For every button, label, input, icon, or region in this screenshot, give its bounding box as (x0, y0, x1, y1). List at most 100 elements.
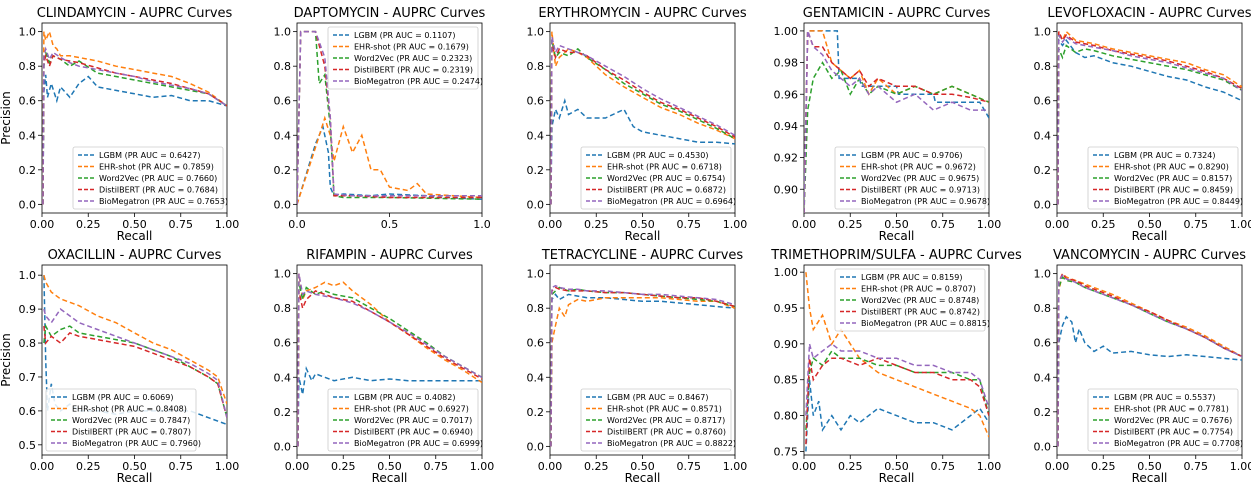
legend-label: DistilBERT (PR AUC = 0.8459) (1114, 186, 1233, 195)
series-line (1057, 37, 1242, 205)
x-axis-label: Recall (1132, 471, 1168, 485)
series-line (43, 326, 227, 418)
y-tick-label: 0.0 (1034, 198, 1052, 211)
y-tick-label: 0.90 (774, 183, 799, 196)
legend: LGBM (PR AUC = 0.7324) EHR-shot (PR AUC =… (1087, 146, 1243, 210)
x-axis-label: Recall (117, 229, 153, 243)
y-tick-label: 0.2 (274, 406, 292, 419)
legend-box (834, 146, 986, 210)
x-tick-label: 0.25 (584, 218, 609, 231)
x-tick-label: 1.00 (977, 218, 1002, 231)
legend-label: LGBM (PR AUC = 0.6069) (72, 393, 173, 402)
series-group (805, 272, 989, 452)
chart-panel: TETRACYCLINE - AUPRC Curves 0.00 0.25 0.50 0… (527, 248, 748, 485)
legend: LGBM (PR AUC = 0.4530) EHR-shot (PR AUC =… (580, 146, 736, 210)
y-tick-label: 0.9 (19, 303, 37, 316)
legend-box (45, 388, 197, 452)
x-tick-label: 0.75 (169, 460, 194, 473)
legend-box (580, 146, 732, 210)
x-tick-label: 1.00 (470, 460, 495, 473)
y-tick-label: 0.4 (527, 371, 545, 384)
series-line (297, 124, 482, 205)
y-tick-label: 1.00 (774, 25, 799, 38)
y-tick-label: 1.0 (19, 26, 37, 39)
x-tick-label: 1.00 (1230, 218, 1251, 231)
series-line (550, 45, 735, 205)
x-tick-label: 1.0 (473, 218, 491, 231)
legend-label: BioMegatron (PR AUC = 0.8815) (861, 319, 990, 328)
series-line (42, 74, 227, 205)
y-tick-label: 0.6 (274, 337, 292, 350)
series-line (43, 308, 227, 418)
y-tick-label: 1.0 (527, 26, 545, 39)
series-line (550, 31, 735, 205)
chart-panel: CLINDAMYCIN - AUPRC Curves 0.00 0.25 0.50 0.… (0, 6, 239, 243)
legend-label: LGBM (PR AUC = 0.4530) (607, 151, 708, 160)
x-tick-label: 0.00 (792, 460, 817, 473)
series-line (1057, 34, 1242, 205)
legend-label: EHR-shot (PR AUC = 0.6718) (607, 163, 722, 172)
series-group (1057, 30, 1242, 205)
legend-label: DistilBERT (PR AUC = 0.2319) (354, 66, 473, 75)
y-tick-label: 0.2 (19, 164, 37, 177)
x-tick-label: 0.50 (884, 460, 909, 473)
y-tick-label: 0.8 (527, 302, 545, 315)
chart-title: CLINDAMYCIN - AUPRC Curves (37, 6, 233, 21)
x-tick-label: 0.00 (1045, 218, 1070, 231)
y-tick-label: 0.6 (19, 405, 37, 418)
series-group (550, 284, 735, 447)
chart-panel: RIFAMPIN - AUPRC Curves 0.00 0.25 0.50 0.75 1… (274, 248, 495, 485)
legend-label: Word2Vec (PR AUC = 0.8157) (1114, 174, 1232, 183)
legend-box (327, 26, 479, 90)
y-tick-label: 0.8 (274, 60, 292, 73)
y-tick-label: 0.0 (274, 198, 292, 211)
legend-label: EHR-shot (PR AUC = 0.7859) (99, 163, 214, 172)
series-line (42, 53, 227, 205)
series-line (1057, 272, 1242, 447)
series-line (804, 30, 989, 213)
y-tick-label: 0.92 (774, 152, 799, 165)
legend: LGBM (PR AUC = 0.8467) EHR-shot (PR AUC =… (580, 388, 736, 452)
legend-label: BioMegatron (PR AUC = 0.7960) (72, 439, 201, 448)
legend-label: BioMegatron (PR AUC = 0.8449) (1114, 197, 1243, 206)
legend-label: EHR-shot (PR AUC = 0.6927) (354, 405, 469, 414)
x-tick-label: 0.25 (1091, 218, 1116, 231)
y-tick-label: 0.0 (527, 440, 545, 453)
legend-label: LGBM (PR AUC = 0.7324) (1114, 151, 1215, 160)
series-group (550, 31, 735, 205)
legend-label: BioMegatron (PR AUC = 0.8822) (607, 439, 736, 448)
chart-title: ERYTHROMYCIN - AUPRC Curves (538, 6, 747, 21)
legend-box (834, 268, 986, 332)
x-tick-label: 0.50 (1137, 218, 1162, 231)
x-tick-label: 0.25 (838, 460, 863, 473)
y-tick-label: 0.0 (1034, 440, 1052, 453)
series-line (42, 29, 227, 205)
legend-label: DistilBERT (PR AUC = 0.7807) (72, 428, 191, 437)
chart-title: TRIMETHOPRIM/SULFA - AUPRC Curves (770, 248, 1022, 263)
legend-label: DistilBERT (PR AUC = 0.8742) (861, 308, 980, 317)
chart-panel: LEVOFLOXACIN - AUPRC Curves 0.00 0.25 0.50 0… (1034, 6, 1251, 243)
y-tick-label: 0.0 (527, 198, 545, 211)
y-tick-label: 0.2 (1034, 164, 1052, 177)
legend-label: EHR-shot (PR AUC = 0.8408) (72, 405, 187, 414)
legend-label: LGBM (PR AUC = 0.1107) (354, 31, 455, 40)
x-tick-label: 1.00 (977, 460, 1002, 473)
x-tick-label: 0.25 (584, 460, 609, 473)
legend-box (1087, 388, 1239, 452)
series-line (1057, 44, 1242, 205)
y-tick-label: 0.4 (274, 371, 292, 384)
legend-label: BioMegatron (PR AUC = 0.6964) (607, 197, 736, 206)
legend-box (580, 388, 732, 452)
series-line (804, 30, 989, 213)
legend-label: EHR-shot (PR AUC = 0.8707) (861, 285, 976, 294)
x-tick-label: 0.75 (1184, 218, 1209, 231)
y-tick-label: 0.6 (527, 337, 545, 350)
y-tick-label: 0.94 (774, 120, 799, 133)
y-tick-label: 0.0 (274, 440, 292, 453)
x-tick-label: 0.75 (677, 218, 702, 231)
x-tick-label: 0.00 (285, 460, 310, 473)
chart-title: LEVOFLOXACIN - AUPRC Curves (1047, 6, 1251, 21)
chart-panel: TRIMETHOPRIM/SULFA - AUPRC Curves 0.00 0.2… (770, 248, 1022, 485)
series-line (805, 379, 989, 452)
legend-label: DistilBERT (PR AUC = 0.6940) (354, 428, 473, 437)
